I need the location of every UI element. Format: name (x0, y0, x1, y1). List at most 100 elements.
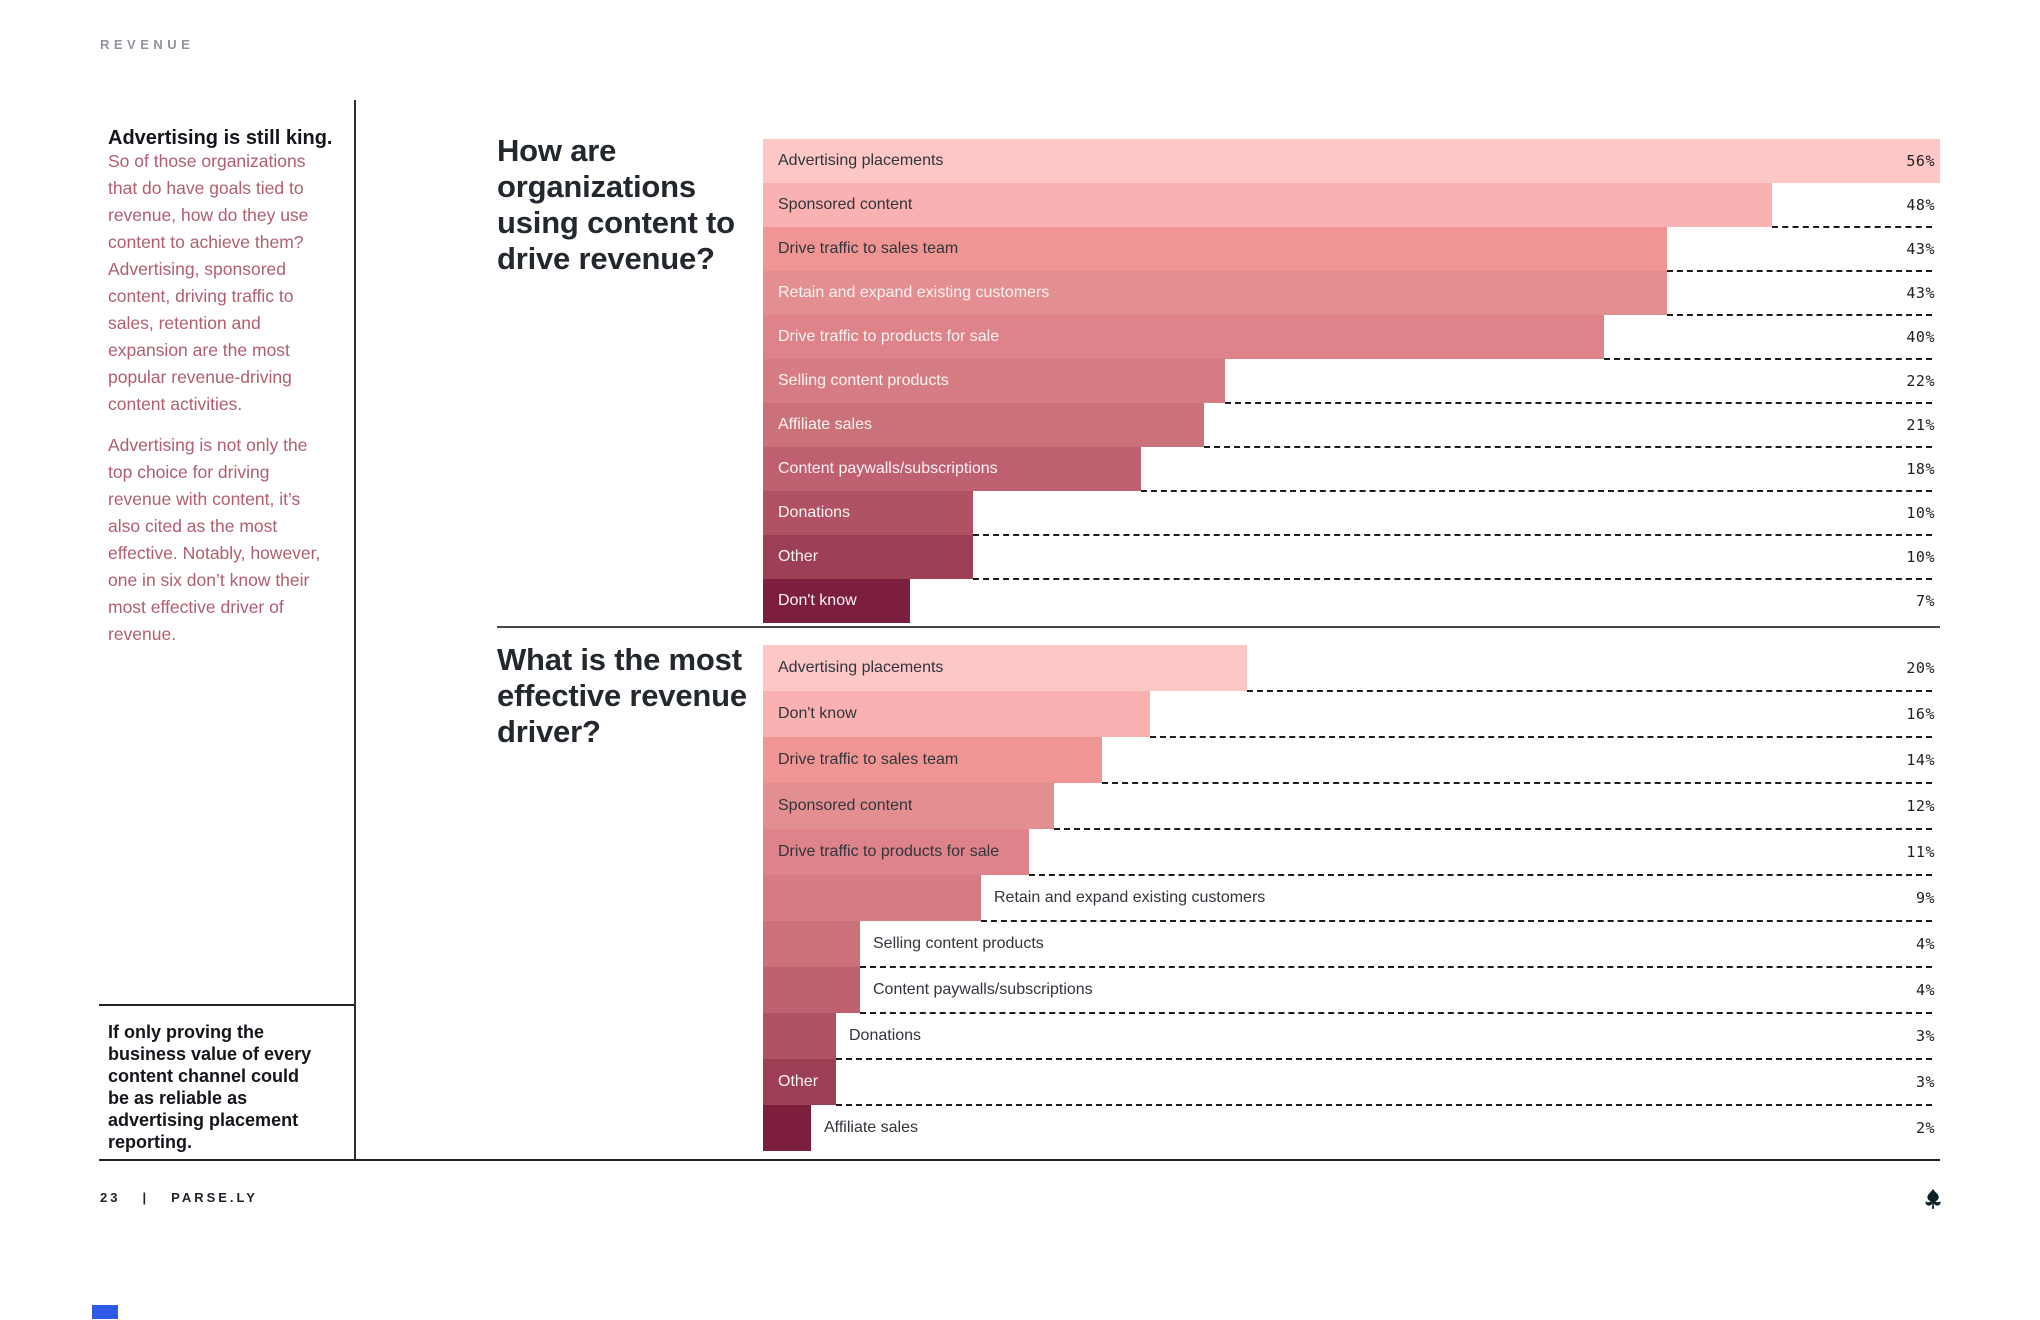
bar-value: 10% (1906, 548, 1935, 566)
bar (763, 315, 1604, 359)
bar-label: Selling content products (873, 935, 1044, 952)
bar-label: Advertising placements (778, 152, 944, 169)
bar-value: 48% (1906, 196, 1935, 214)
bar-value: 4% (1915, 935, 1935, 953)
chart-row: Affiliate sales 21% (763, 403, 1940, 448)
bar-label: Don't know (778, 705, 857, 722)
bar-label: Content paywalls/subscriptions (873, 981, 1093, 998)
sidebar-commentary: So of those organizations that do have g… (108, 148, 323, 662)
bar (763, 227, 1667, 271)
sidebar-paragraph: So of those organizations that do have g… (108, 151, 309, 414)
bar (763, 829, 1029, 875)
chart-row: Other 10% (763, 535, 1940, 580)
bar-label: Affiliate sales (824, 1119, 918, 1136)
row-separator-dashed (836, 1104, 1932, 1106)
bar-label: Retain and expand existing customers (994, 889, 1266, 906)
chart-row: Drive traffic to products for sale 11% (763, 829, 1940, 876)
chart-row: Selling content products 22% (763, 359, 1940, 404)
bar-value: 10% (1906, 504, 1935, 522)
bar-label: Selling content products (778, 372, 949, 389)
bar (763, 1105, 811, 1151)
chart-title-effective-driver: What is the most effective revenue drive… (497, 642, 747, 749)
chart-row: Advertising placements 20% (763, 645, 1940, 692)
chart-row: Drive traffic to products for sale 40% (763, 315, 1940, 360)
charts-divider (497, 626, 1940, 628)
row-separator-dashed (1604, 358, 1932, 360)
row-separator-dashed (973, 578, 1932, 580)
bar-value: 18% (1906, 460, 1935, 478)
bar-label: Other (778, 548, 819, 565)
bar-value: 16% (1906, 705, 1935, 723)
bar-label: Sponsored content (778, 797, 913, 814)
bar-label: Drive traffic to products for sale (778, 328, 1000, 345)
row-separator-dashed (1247, 690, 1932, 692)
chart-row: Content paywalls/subscriptions 18% (763, 447, 1940, 492)
bar-value: 7% (1915, 592, 1935, 610)
row-separator-dashed (1150, 736, 1932, 738)
bar (763, 271, 1667, 315)
bar-value: 9% (1915, 889, 1935, 907)
section-kicker: REVENUE (100, 37, 195, 52)
chart-row: Donations 10% (763, 491, 1940, 536)
chart-row: Content paywalls/subscriptions 4% (763, 967, 1940, 1014)
chart-row: Retain and expand existing customers 43% (763, 271, 1940, 316)
bar-label: Donations (849, 1027, 922, 1044)
bar (763, 645, 1247, 691)
chart-row: Retain and expand existing customers 9% (763, 875, 1940, 922)
bar-value: 3% (1915, 1027, 1935, 1045)
chart-title-revenue-usage: How are organizations using content to d… (497, 133, 735, 276)
chart-row: Donations 3% (763, 1013, 1940, 1060)
sidebar-paragraph: Advertising is not only the top choice f… (108, 435, 321, 644)
row-separator-dashed (836, 1058, 1932, 1060)
page-accent-square (92, 1305, 118, 1319)
bar (763, 1059, 836, 1105)
bar-value: 3% (1915, 1073, 1935, 1091)
bar (763, 737, 1102, 783)
bar-label: Drive traffic to products for sale (778, 843, 1000, 860)
bar (763, 183, 1772, 227)
bar-value: 12% (1906, 797, 1935, 815)
bar-value: 22% (1906, 372, 1935, 390)
bar-value: 21% (1906, 416, 1935, 434)
bar-value: 2% (1915, 1119, 1935, 1137)
row-separator-dashed (1102, 782, 1932, 784)
row-separator-dashed (860, 966, 1932, 968)
row-separator-dashed (1141, 490, 1932, 492)
bar-value: 40% (1906, 328, 1935, 346)
bar-label: Drive traffic to sales team (778, 751, 959, 768)
bar-label: Advertising placements (778, 659, 944, 676)
bar-label: Other (778, 1073, 819, 1090)
row-separator-dashed (981, 920, 1932, 922)
vertical-divider (354, 100, 356, 1159)
bar (763, 139, 1940, 183)
bar (763, 1013, 836, 1059)
bar-label: Content paywalls/subscriptions (778, 460, 998, 477)
bar (763, 359, 1225, 403)
bar-value: 43% (1906, 240, 1935, 258)
row-separator-dashed (1667, 270, 1932, 272)
footer-separator: | (142, 1190, 150, 1205)
brand-name: PARSE.LY (171, 1190, 258, 1205)
chart-row: Sponsored content 48% (763, 183, 1940, 228)
chart-row: Other 3% (763, 1059, 1940, 1106)
page-number: 23 (100, 1190, 121, 1205)
bar-label: Affiliate sales (778, 416, 872, 433)
bar (763, 875, 981, 921)
chart-row: Drive traffic to sales team 43% (763, 227, 1940, 272)
row-separator-dashed (1225, 402, 1932, 404)
chart-row: Selling content products 4% (763, 921, 1940, 968)
chart-row: Don't know 16% (763, 691, 1940, 738)
bar (763, 579, 910, 623)
chart-row: Advertising placements 56% (763, 139, 1940, 183)
bar (763, 783, 1054, 829)
bar-label: Retain and expand existing customers (778, 284, 1050, 301)
row-separator-dashed (1029, 874, 1932, 876)
bar-value: 11% (1906, 843, 1935, 861)
bar-value: 56% (1906, 152, 1935, 170)
chart-row: Don't know 7% (763, 579, 1940, 623)
bar (763, 491, 973, 535)
bar (763, 967, 860, 1013)
row-separator-dashed (1772, 226, 1932, 228)
row-separator-dashed (1054, 828, 1932, 830)
